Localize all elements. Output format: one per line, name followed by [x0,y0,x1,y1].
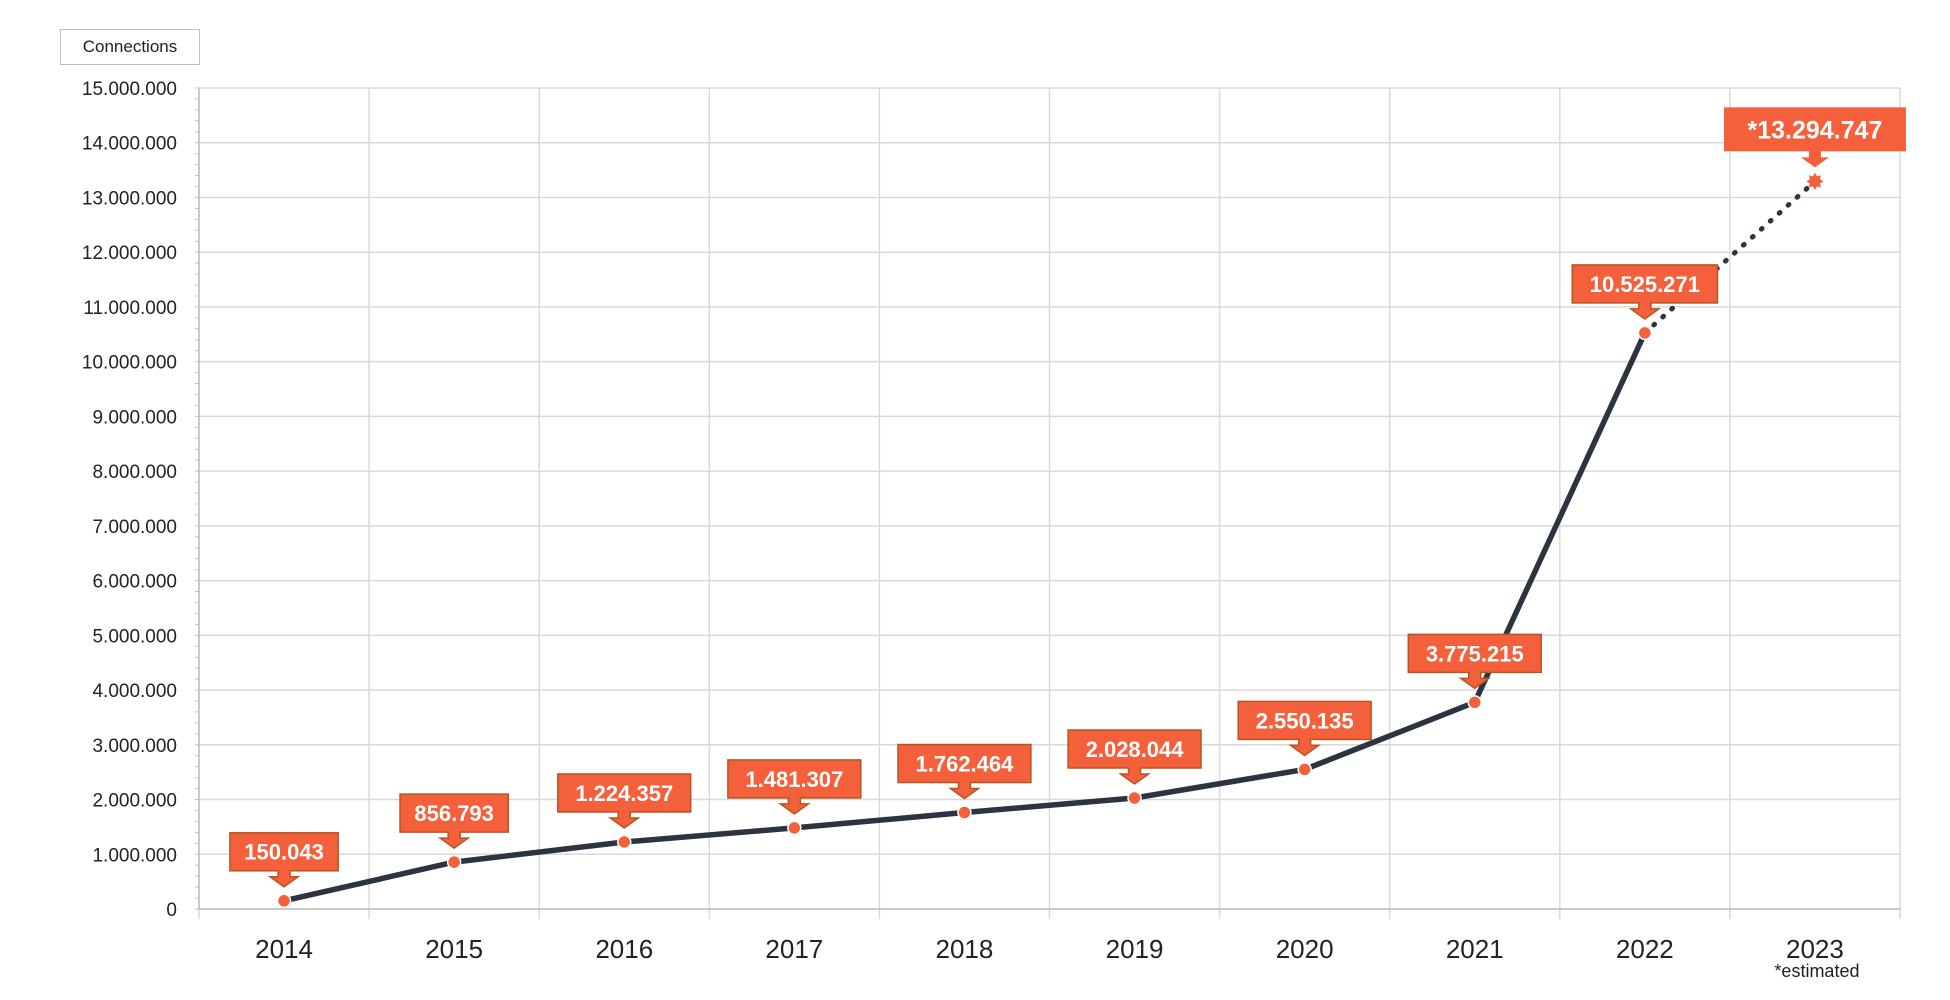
callout-box [1723,107,1906,152]
x-tick-label: 2018 [936,934,994,964]
x-tick-label: 2015 [425,934,483,964]
callout-2016: 1.224.357 [557,773,692,829]
data-point [276,893,292,909]
x-tick-label: 2022 [1616,934,1674,964]
estimated-note: *estimated [1774,961,1859,981]
x-tick-label: 2014 [255,934,313,964]
x-tick-label: 2023 [1786,934,1844,964]
data-point [957,805,972,820]
callout-box [1407,633,1542,674]
y-tick-label: 15.000.000 [82,79,177,100]
y-tick-label: 7.000.000 [92,517,177,538]
callout-box [229,832,339,872]
data-point [1637,325,1653,341]
data-label: 2.550.135 [1256,708,1354,733]
callout-2022: 10.525.271 [1571,264,1719,320]
callout-2020: 2.550.135 [1237,700,1372,757]
data-label: 3.775.215 [1426,641,1524,666]
callout-joint [619,808,630,815]
callout-joint [1639,299,1650,306]
data-point [1467,695,1482,710]
data-label: 10.525.271 [1590,272,1700,297]
x-tick-label: 2016 [595,934,653,964]
data-label: 856.793 [414,801,494,826]
y-tick-label: 10.000.000 [82,353,177,374]
y-tick-label: 2.000.000 [92,791,177,812]
data-label: 2.028.044 [1086,737,1185,762]
callout-2015: 856.793 [399,793,510,850]
callout-box [1237,700,1372,741]
y-tick-label: 3.000.000 [92,736,177,757]
y-tick-label: 13.000.000 [82,188,177,209]
callout-box [399,793,510,833]
y-tick-label: 6.000.000 [92,572,177,593]
y-tick-label: 9.000.000 [92,407,177,428]
y-tick-label: 12.000.000 [82,243,177,264]
callout-2021: 3.775.215 [1407,633,1542,690]
data-point [1127,790,1142,806]
callout-2017: 1.481.307 [727,759,862,815]
callout-box [1571,264,1719,304]
y-tick-label: 0 [166,900,177,921]
callout-joint [789,794,800,801]
callout-2023: *13.294.747 [1723,107,1906,168]
y-tick-label: 11.000.000 [83,298,177,319]
x-tick-label: 2020 [1276,934,1334,964]
callout-box [557,773,692,813]
callout-arrow [1800,149,1829,168]
callout-2018: 1.762.464 [897,743,1032,800]
data-label: 1.224.357 [575,781,673,806]
y-tick-label: 1.000.000 [92,845,177,866]
data-point [617,834,632,850]
callout-joint [449,829,460,836]
data-label: *13.294.747 [1748,116,1883,144]
callout-joint [1129,764,1140,771]
y-tick-label: 5.000.000 [92,626,177,647]
y-tick-label: 8.000.000 [92,462,177,483]
data-point [1297,762,1312,777]
callout-2019: 2.028.044 [1067,729,1202,785]
y-tick-label: 14.000.000 [82,134,177,155]
data-label: 150.043 [244,840,324,865]
y-tick-label: 4.000.000 [92,681,177,702]
x-tick-label: 2021 [1446,934,1504,964]
x-tick-label: 2019 [1106,934,1164,964]
callout-box [1067,729,1202,769]
callout-joint [1809,148,1820,155]
legend-label: Connections [82,37,178,56]
callout-2014: 150.043 [229,832,339,888]
data-label: 1.481.307 [745,767,843,792]
x-tick-label: 2017 [765,934,823,964]
callout-joint [1299,736,1310,743]
callout-joint [1469,669,1480,676]
data-label: 1.762.464 [916,751,1015,776]
callout-joint [279,867,290,874]
data-point-estimated [1806,172,1824,190]
callout-joint [959,779,970,786]
callout-box [727,759,862,799]
data-point [446,854,462,870]
legend-box: Connections [60,29,200,65]
series-line-estimated [1642,178,1818,336]
data-point [787,820,802,836]
